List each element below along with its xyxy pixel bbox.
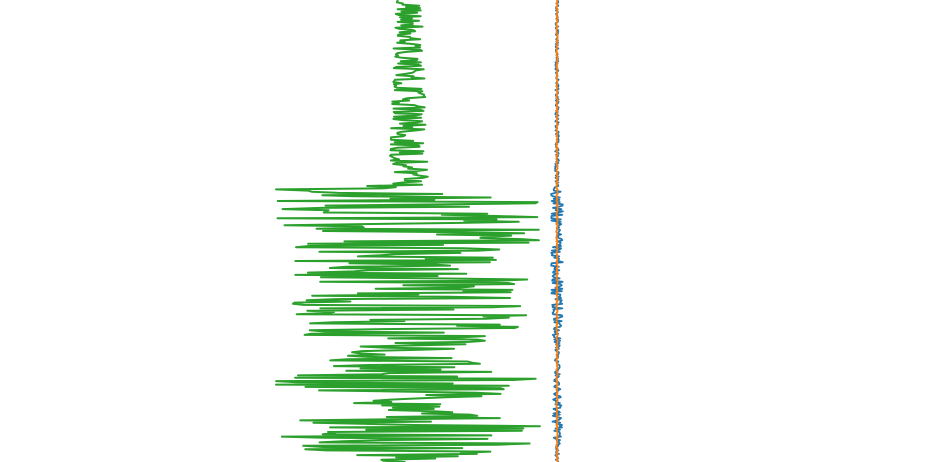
- series-line-2: [555, 0, 559, 462]
- series-line-0: [275, 0, 541, 462]
